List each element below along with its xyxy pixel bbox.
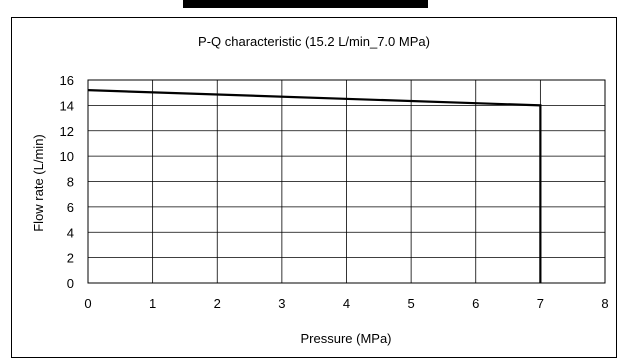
chart-title: P-Q characteristic (15.2 L/min_7.0 MPa) [198, 34, 430, 49]
x-axis-label: Pressure (MPa) [300, 331, 391, 346]
x-tick-label: 4 [343, 296, 350, 311]
y-tick-label: 0 [67, 276, 74, 291]
plot-area [87, 79, 606, 284]
series-layer [87, 89, 542, 283]
y-axis-label: Flow rate (L/min) [31, 134, 46, 232]
x-tick-label: 6 [472, 296, 479, 311]
series-line [87, 89, 542, 283]
y-tick-label: 2 [67, 251, 74, 266]
y-tick-label: 14 [60, 98, 74, 113]
x-tick-label: 8 [601, 296, 608, 311]
x-tick-label: 1 [149, 296, 156, 311]
x-tick-label: 2 [214, 296, 221, 311]
y-tick-label: 4 [67, 225, 74, 240]
y-tick-label: 8 [67, 175, 74, 190]
x-tick-label: 7 [537, 296, 544, 311]
y-tick-label: 12 [60, 124, 74, 139]
x-tick-label: 0 [84, 296, 91, 311]
top-bar-decoration [183, 0, 428, 8]
y-tick-label: 16 [60, 73, 74, 88]
x-tick-label: 5 [408, 296, 415, 311]
chart-frame [11, 17, 617, 358]
y-tick-label: 10 [60, 149, 74, 164]
grid-lines [87, 79, 606, 284]
x-tick-label: 3 [278, 296, 285, 311]
y-tick-label: 6 [67, 200, 74, 215]
